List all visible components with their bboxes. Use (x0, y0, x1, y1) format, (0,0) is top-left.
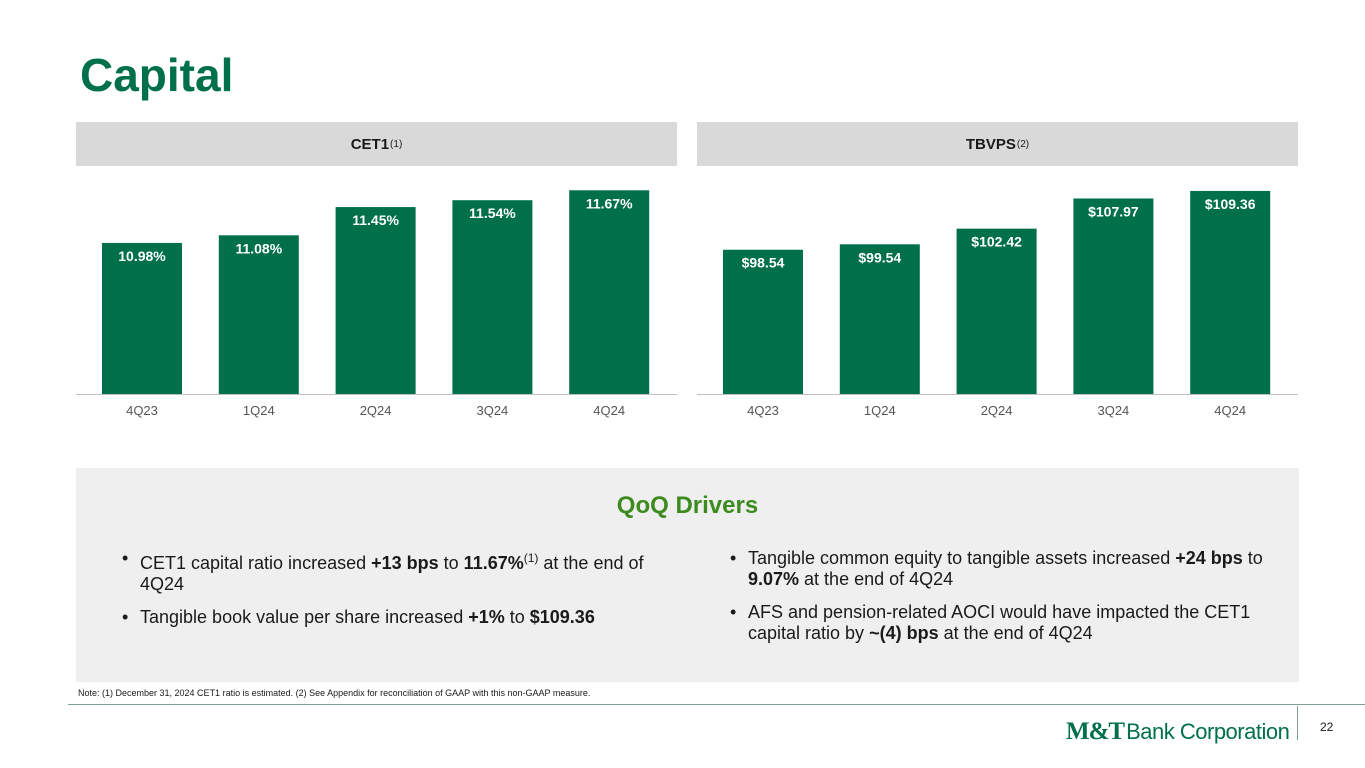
footnote-ref: (1) (523, 551, 539, 565)
tbvps-bar-chart: $98.54 4Q23 $99.54 1Q24 $102.42 2Q24 $107.97 3Q… (697, 190, 1298, 418)
logo-mark: M&T (1066, 718, 1125, 745)
cet1-bar-3q24 (452, 200, 533, 394)
cet1-bar-chart: 10.98% 4Q23 11.08% 1Q24 11.45% 2Q24 11.54% 3Q24… (76, 190, 677, 418)
driver-bullet-left-1: CET1 capital ratio increased +13 bps to … (118, 548, 658, 595)
tbvps-data-label-1q24: $99.54 (858, 249, 901, 265)
bullet-text: Tangible common equity to tangible asset… (748, 548, 1176, 568)
cet1-tick-label-2q24: 2Q24 (360, 403, 392, 418)
tbvps-data-label-2q24: $102.42 (971, 234, 1022, 250)
tbvps-tick-label-1q24: 1Q24 (864, 403, 896, 418)
logo-divider (1297, 706, 1298, 740)
tbvps-chart-footnote-ref: (2) (1016, 138, 1030, 150)
cet1-tick-label-3q24: 3Q24 (476, 403, 508, 418)
bullet-text: AFS and pension-related AOCI would have … (748, 602, 1251, 643)
bullet-text: to (438, 553, 464, 573)
bullet-text: at the end of 4Q24 (799, 569, 954, 589)
cet1-tick-label-1q24: 1Q24 (243, 403, 275, 418)
drivers-left-list: CET1 capital ratio increased +13 bps to … (118, 548, 658, 640)
emphasis-text: 11.67% (463, 553, 524, 573)
emphasis-text: ~(4) bps (869, 623, 939, 643)
bullet-text: at the end of 4Q24 (938, 623, 1093, 643)
tbvps-data-label-3q24: $107.97 (1088, 203, 1139, 219)
cet1-chart-title: CET1 (350, 135, 390, 153)
cet1-bar-4q24 (569, 190, 650, 394)
emphasis-text: +13 bps (371, 553, 439, 573)
tbvps-tick-label-3q24: 3Q24 (1097, 403, 1129, 418)
emphasis-text: +1% (468, 607, 505, 627)
cet1-tick-label-4q24: 4Q24 (593, 403, 625, 418)
cet1-tick-label-4q23: 4Q23 (126, 403, 158, 418)
drivers-right-list: Tangible common equity to tangible asset… (726, 548, 1266, 656)
tbvps-bar-4q23 (723, 249, 803, 394)
cet1-chart-footnote-ref: (1) (390, 138, 403, 150)
page-number: 22 (1320, 720, 1334, 734)
tbvps-tick-label-2q24: 2Q24 (981, 403, 1013, 418)
driver-bullet-right-2: AFS and pension-related AOCI would have … (726, 602, 1266, 644)
cet1-data-label-4q23: 10.98% (118, 248, 166, 264)
logo-text: Bank Corporation (1126, 719, 1290, 744)
cet1-data-label-4q24: 11.67% (586, 195, 633, 211)
tbvps-tick-label-4q23: 4Q23 (747, 403, 779, 418)
footnote: Note: (1) December 31, 2024 CET1 ratio i… (78, 688, 591, 698)
emphasis-text: $109.36 (529, 607, 595, 627)
driver-bullet-left-2: Tangible book value per share increased … (118, 607, 658, 628)
cet1-bar-1q24 (218, 235, 299, 394)
footer-divider (68, 704, 1365, 705)
cet1-data-label-1q24: 11.08% (235, 240, 282, 256)
tbvps-tick-label-4q24: 4Q24 (1214, 403, 1246, 418)
tbvps-data-label-4q23: $98.54 (742, 255, 785, 271)
qoq-drivers-title: QoQ Drivers (616, 492, 759, 519)
cet1-bar-4q23 (102, 242, 182, 394)
emphasis-text: 9.07% (748, 569, 800, 589)
bullet-text: to (1242, 548, 1263, 568)
tbvps-bar-4q24 (1190, 190, 1271, 394)
tbvps-data-label-4q24: $109.36 (1205, 196, 1256, 212)
bullet-text: to (504, 607, 530, 627)
emphasis-text: +24 bps (1175, 548, 1243, 568)
cet1-data-label-3q24: 11.54% (469, 205, 516, 221)
cet1-data-label-2q24: 11.45% (352, 212, 399, 228)
cet1-chart-header: CET1 (1) (76, 122, 677, 166)
cet1-bar-2q24 (335, 207, 416, 394)
tbvps-chart-title: TBVPS (965, 135, 1016, 153)
tbvps-bar-3q24 (1073, 198, 1154, 394)
bullet-text: CET1 capital ratio increased (140, 553, 372, 573)
page-title: Capital (80, 49, 234, 101)
qoq-drivers-panel: QoQ Drivers CET1 capital ratio increased… (76, 468, 1299, 682)
tbvps-bar-1q24 (839, 244, 920, 394)
company-logo: M&T Bank Corporation (1066, 718, 1290, 745)
bullet-text: at the end of 4Q24 (140, 553, 644, 594)
bullet-text: Tangible book value per share increased (140, 607, 469, 627)
driver-bullet-right-1: Tangible common equity to tangible asset… (726, 548, 1266, 590)
tbvps-bar-2q24 (956, 228, 1037, 394)
tbvps-chart-header: TBVPS (2) (697, 122, 1298, 166)
